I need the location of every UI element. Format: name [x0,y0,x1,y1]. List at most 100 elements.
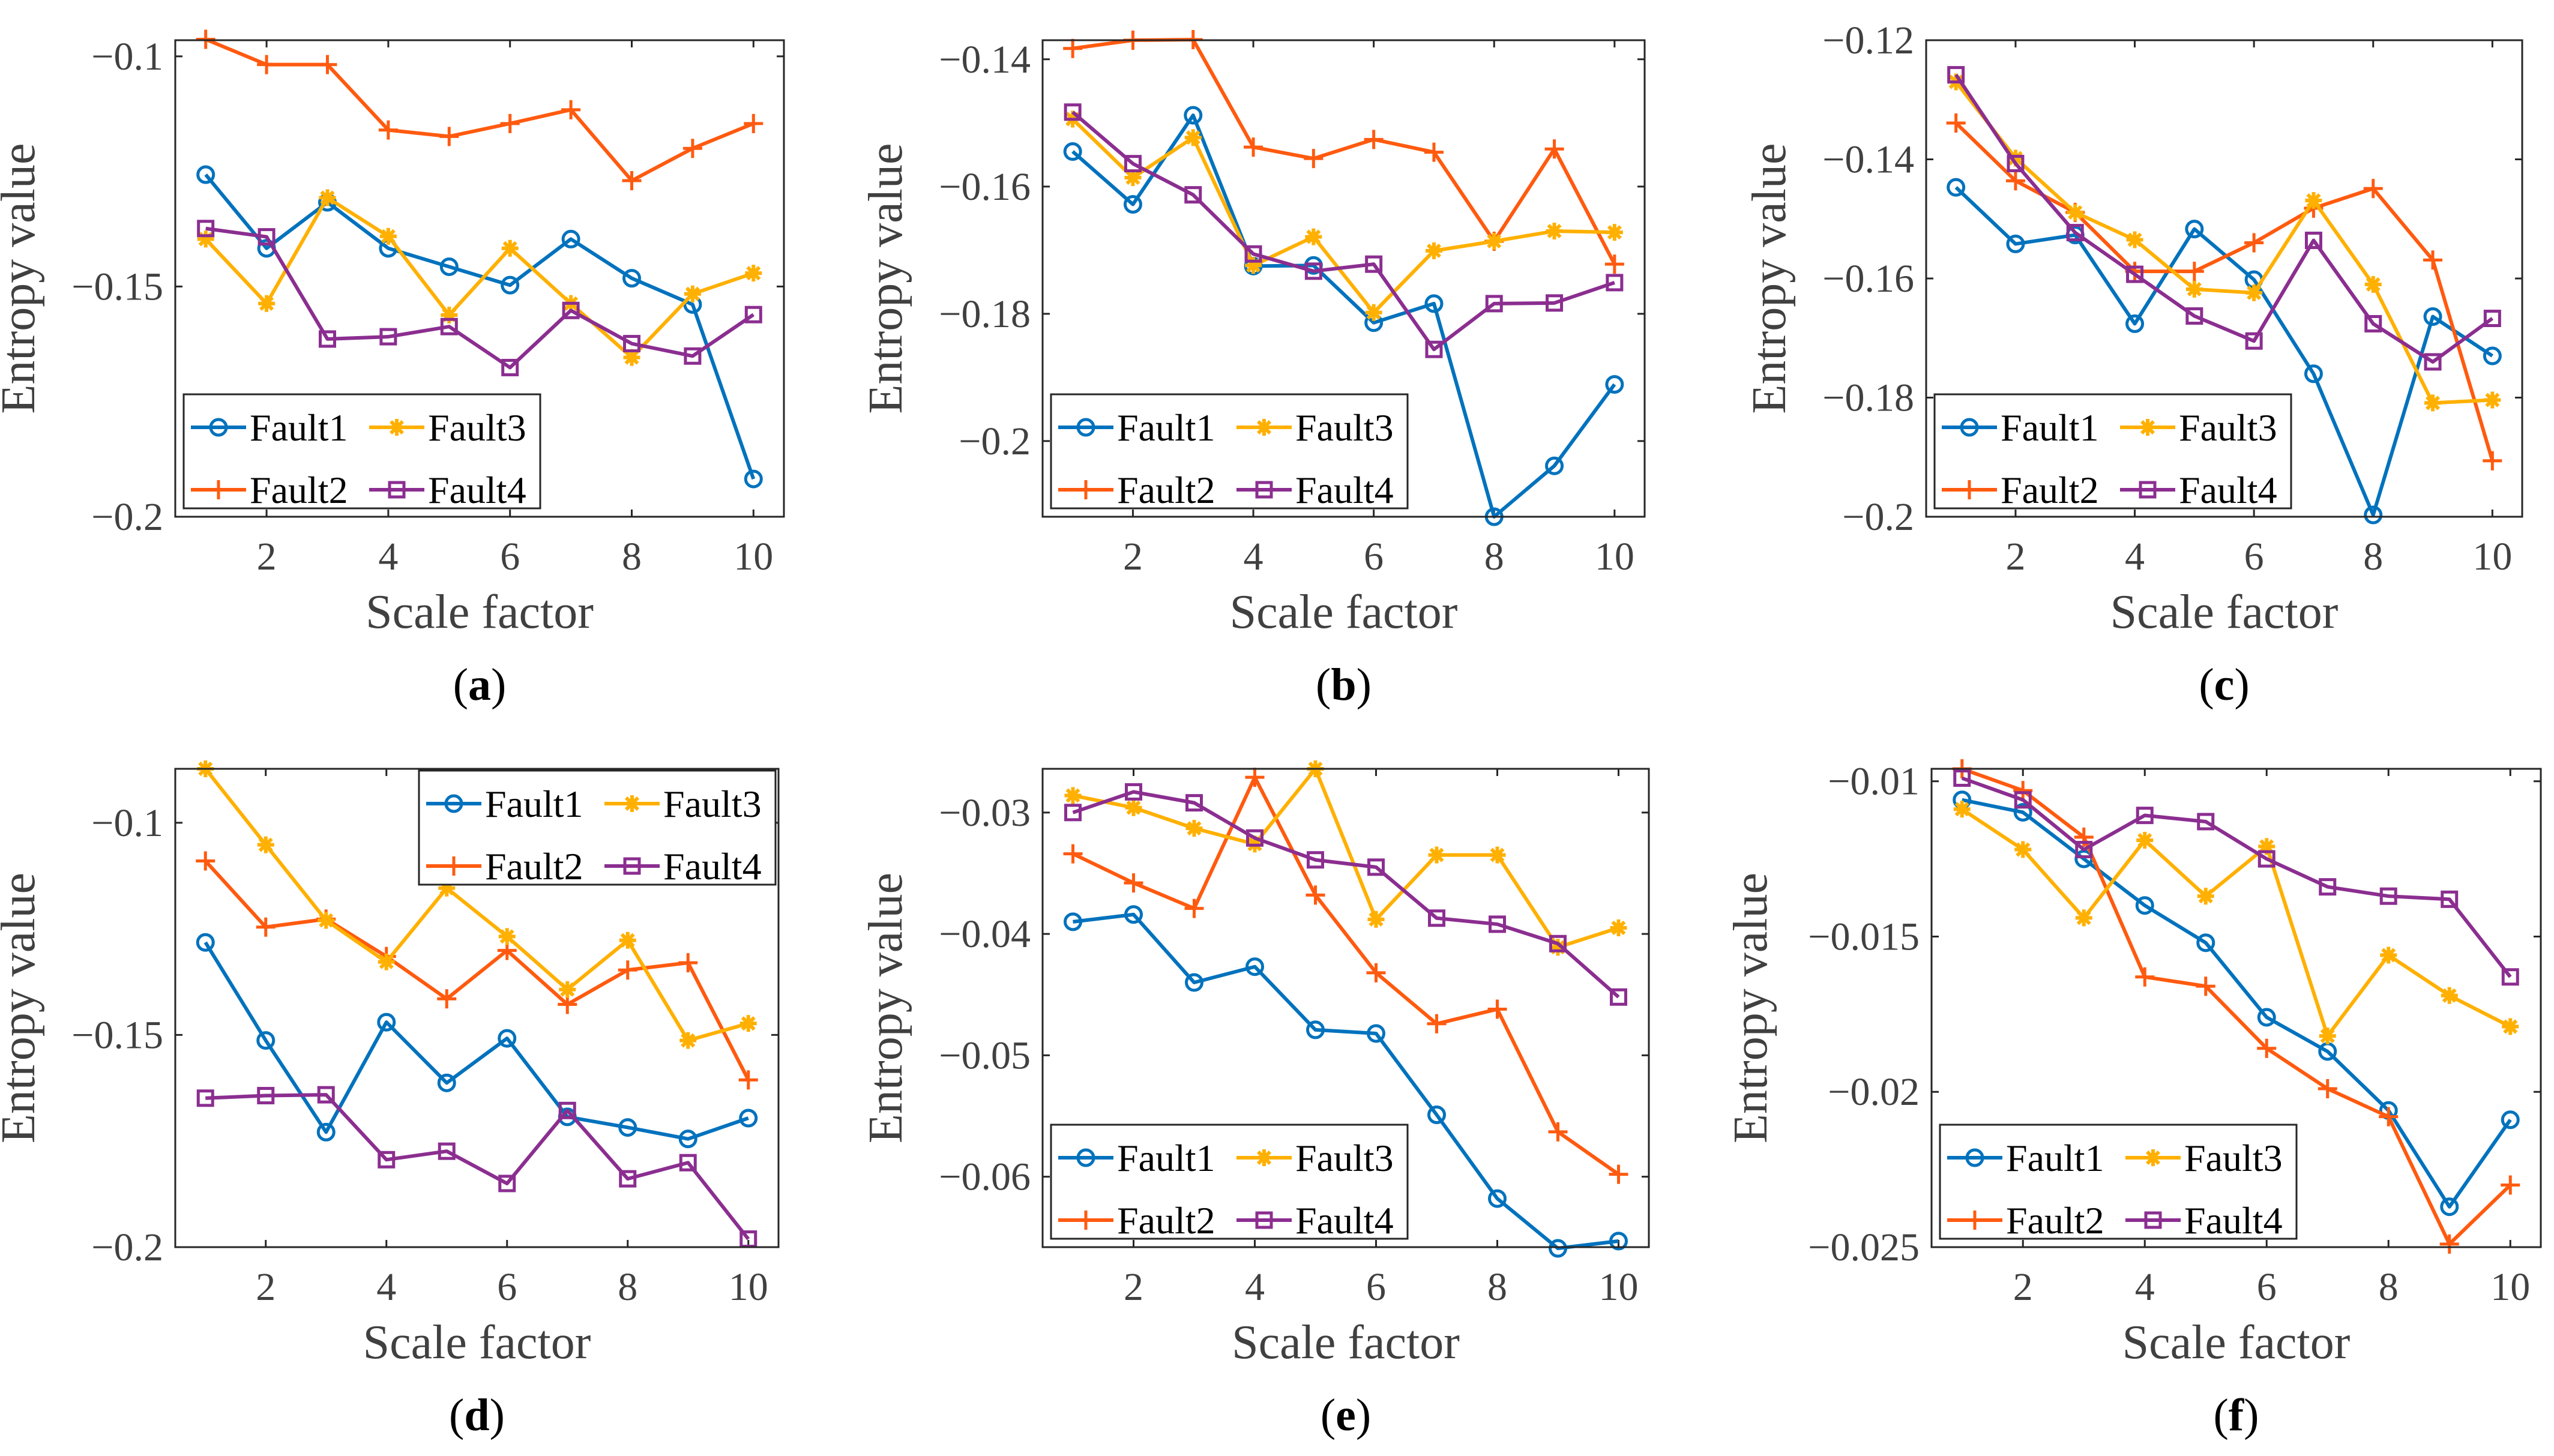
data-point-fault1 [1488,1189,1507,1208]
chart-panel-b: 2 4 6 8 10 −0.2 −0.18 −0.16 −0.14 Scale factor Ent… [860,29,1646,710]
data-point-fault1 [1427,1106,1446,1125]
data-point-fault3 [1124,169,1142,186]
panel-caption: (f) [2214,1390,2259,1440]
x-tick-label: 4 [1245,1265,1265,1309]
chart-panel-d: 2 4 6 8 10 −0.2 −0.15 −0.1 Scale factor Entropy v… [0,760,780,1440]
data-point-fault3 [2484,391,2501,409]
data-point-fault3 [2245,284,2263,301]
legend-marker-circle-icon [444,794,463,813]
legend-label: Fault4 [1295,1199,1394,1242]
x-tick-label: 8 [1487,1265,1507,1309]
legend-item-fault4: Fault4 [2125,1199,2283,1242]
series-line-fault1 [1954,185,2494,517]
data-point-fault4 [2136,807,2154,825]
data-point-fault1 [196,165,215,184]
data-point-fault3 [1245,257,1262,274]
data-point-fault1 [1545,456,1564,475]
series-line-fault1 [1071,113,1616,519]
data-point-fault3 [441,306,458,323]
legend-marker-circle-icon [209,418,228,437]
data-point-fault2 [1244,137,1263,157]
data-point-fault4 [2379,887,2397,905]
caption-paren-open: ( [2199,660,2214,710]
x-tick-label: 6 [1366,1265,1386,1309]
data-point-fault4 [1125,783,1142,801]
axes-box [1925,39,2523,518]
caption-paren-close: ) [490,1390,505,1440]
x-tick-label: 4 [378,535,398,579]
data-point-fault3 [1486,232,1503,250]
data-point-fault2 [2257,1038,2277,1058]
series-line-fault2 [1072,775,1620,1176]
legend-box [418,769,777,886]
data-point-fault3 [2364,275,2382,293]
series-line-fault4 [1071,110,1615,352]
data-point-fault4 [438,1142,456,1160]
data-point-fault2 [437,989,457,1009]
y-tick-label: −0.2 [1842,495,1914,539]
data-point-fault1 [2125,314,2145,333]
data-point-fault4 [2364,314,2382,332]
data-point-fault2 [2196,976,2215,996]
data-point-fault3 [501,239,519,257]
legend-marker-circle-icon [1076,1148,1095,1167]
x-tick-label: 10 [733,535,773,579]
x-axis-label: Scale factor [363,1316,591,1369]
y-tick-label: −0.2 [959,420,1031,463]
data-point-fault1 [739,1109,758,1128]
legend-label: Fault3 [1295,1137,1394,1179]
data-point-fault4 [1953,769,1971,787]
legend-marker-plus-icon [1076,480,1095,499]
y-tick-label: −0.02 [1828,1070,1920,1114]
legend-marker-plus-icon [209,480,228,499]
chart-panel-f: 2 4 6 8 10 −0.025 −0.02 −0.015 −0.01 Scale factor… [1724,759,2542,1440]
legend-label: Fault1 [250,406,348,449]
legend-label: Fault2 [2006,1199,2104,1242]
series-line-fault2 [1961,767,2512,1246]
caption-paren-open: ( [1316,660,1331,710]
legend-marker-square-icon [388,481,406,499]
data-point-fault4 [2066,224,2084,242]
x-axis-label: Scale factor [2122,1316,2351,1369]
data-point-fault1 [2013,802,2032,822]
x-tick-label: 6 [2244,535,2264,579]
x-tick-label: 2 [1124,1265,1143,1309]
legend-marker-circle-icon [1960,418,1979,437]
y-tick-label: −0.03 [939,791,1031,835]
x-tick-label: 4 [376,1265,396,1309]
legend: Fault1 Fault3 Fault2 Fault4 [182,393,541,511]
data-point-fault4 [562,301,580,319]
caption-paren-close: ) [2234,660,2249,710]
data-point-fault4 [2197,813,2215,831]
data-point-fault4 [558,1101,576,1119]
legend-marker-plus-icon [1076,1211,1095,1230]
y-tick-label: −0.025 [1808,1226,1920,1269]
data-point-fault2 [1548,1122,1568,1142]
legend-marker-square-icon [2139,481,2157,499]
x-axis-label: Scale factor [366,586,594,639]
data-point-fault1 [2185,220,2204,239]
x-tick-label: 6 [497,1265,517,1309]
data-point-fault2 [1063,844,1083,864]
data-point-fault3 [623,349,640,366]
data-point-fault1 [2135,896,2154,915]
caption-paren-close: ) [2244,1390,2259,1440]
legend-label: Fault3 [428,406,526,449]
legend-item-fault1: Fault1 [1058,1137,1215,1179]
data-point-fault1 [622,269,641,288]
data-point-fault1 [1306,1020,1325,1039]
legend-item-fault4: Fault4 [604,845,762,888]
data-point-fault2 [2318,1079,2337,1099]
data-point-fault2 [2244,233,2264,253]
data-point-fault4 [1307,851,1324,869]
data-point-fault2 [1124,873,1143,893]
data-point-fault1 [1947,178,1966,197]
data-point-fault3 [1305,228,1322,245]
x-tick-label: 10 [2490,1265,2530,1309]
data-point-fault2 [1304,149,1324,169]
data-point-fault4 [2424,353,2442,371]
caption-paren-close: ) [491,660,506,710]
caption-paren-open: ( [453,660,468,710]
data-point-fault2 [678,953,698,973]
x-tick-label: 2 [256,1265,276,1309]
